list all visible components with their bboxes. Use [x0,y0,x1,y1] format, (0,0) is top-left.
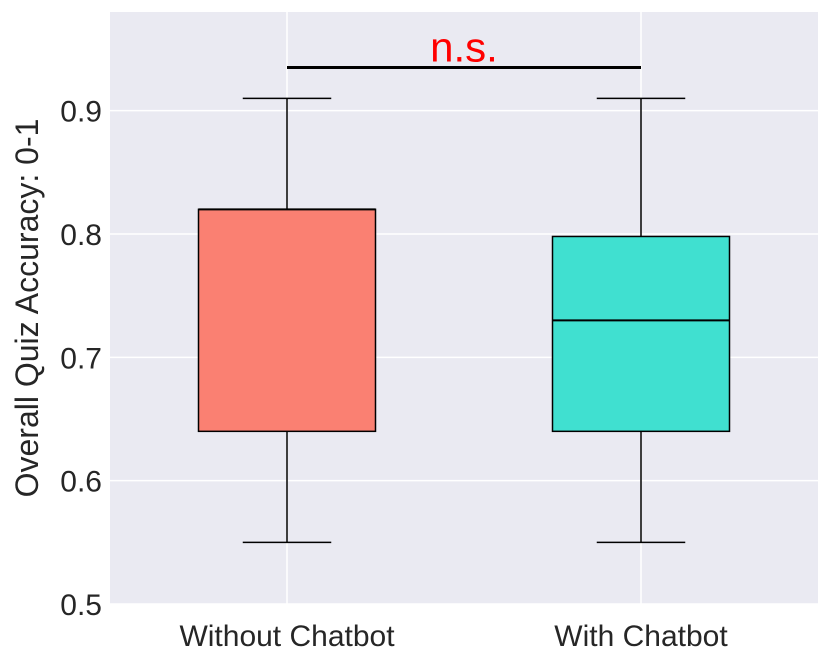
y-tick-label: 0.9 [60,96,102,129]
x-tick-label: With Chatbot [554,620,728,653]
box [197,208,377,433]
y-tick-labels: 0.5 0.6 0.7 0.8 0.9 [60,96,102,622]
box-group [551,97,731,544]
y-tick-label: 0.5 [60,589,102,622]
y-tick-label: 0.6 [60,466,102,499]
box-group [197,97,377,544]
x-tick-label: Without Chatbot [179,620,395,653]
y-tick-label: 0.8 [60,219,102,252]
y-tick-label: 0.7 [60,342,102,375]
x-tick-labels: Without Chatbot With Chatbot [179,620,728,653]
significance-label: n.s. [430,24,498,71]
y-axis-label: Overall Quiz Accuracy: 0-1 [9,119,45,498]
boxes [197,97,731,544]
box [551,235,731,433]
